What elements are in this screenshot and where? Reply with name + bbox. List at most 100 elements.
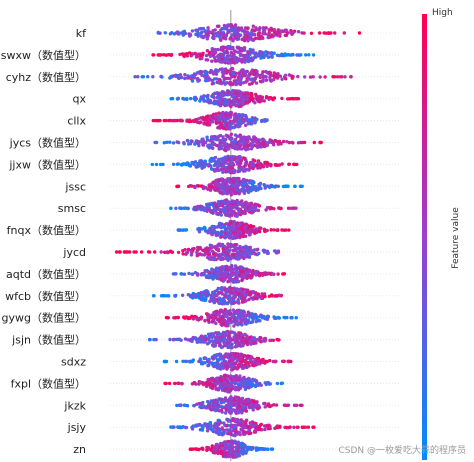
shap-point [254,426,258,431]
shap-point [224,101,228,105]
shap-point [239,27,244,31]
shap-point [254,74,259,79]
shap-point [244,123,248,128]
shap-point [231,67,235,71]
shap-point [205,274,209,279]
shap-point [193,160,198,164]
shap-point [218,225,222,229]
shap-point [239,143,243,147]
shap-point [177,31,182,35]
shap-point [204,337,208,341]
shap-point [272,28,276,32]
shap-point [243,202,247,207]
shap-point [170,96,175,101]
shap-point [258,50,262,54]
shap-point [215,424,219,428]
shap-point [221,31,226,35]
shap-point [231,298,235,303]
shap-point [226,248,230,252]
shap-point [279,142,283,146]
shap-point [214,68,218,72]
shap-point [214,268,219,272]
shap-point [197,163,201,168]
shap-point [229,405,233,409]
shap-point [228,400,232,404]
shap-point [290,32,294,36]
shap-point [241,81,246,85]
shap-point [241,58,246,62]
shap-point [257,273,262,277]
shap-point [169,206,173,210]
shap-point [139,250,144,254]
shap-point [223,148,227,152]
shap-point [239,140,243,144]
shap-point [239,46,243,51]
shap-point [211,268,216,272]
shap-point [222,123,226,128]
shap-point [231,319,235,324]
shap-point [227,335,232,340]
shap-point [223,355,228,359]
shap-point [247,202,251,206]
shap-point [200,159,204,163]
shap-point [287,73,291,77]
shap-point [264,95,269,99]
shap-point [195,250,199,255]
shap-point [258,79,263,84]
shap-point [199,207,203,212]
shap-point [254,273,258,277]
shap-point [263,229,267,233]
shap-point [218,138,222,143]
shap-point [240,221,244,225]
shap-point [226,252,230,256]
shap-point [231,236,235,241]
shap-point [240,353,244,357]
shap-point [282,315,286,320]
shap-point [194,97,199,101]
shap-point [235,423,239,427]
shap-point [241,100,245,105]
shap-point [275,228,280,233]
shap-point [190,74,194,78]
shap-point [263,401,267,406]
shap-point [228,212,233,217]
shap-point [223,411,228,415]
shap-point [238,189,242,193]
shap-point [188,184,193,188]
shap-point [201,293,205,297]
shap-point [190,29,195,33]
shap-point [272,184,276,189]
shap-point [252,224,256,229]
shap-point [237,250,241,254]
shap-point [222,23,227,28]
shap-point [216,358,221,362]
shap-point [204,247,208,252]
shap-point [211,180,215,185]
shap-point [324,31,328,35]
shap-point [214,353,218,358]
shap-point [240,323,244,327]
shap-point [222,400,226,404]
shap-point [300,140,305,145]
shap-point [263,405,267,409]
shap-point [241,335,245,340]
shap-point [166,294,171,298]
shap-point [199,116,203,120]
shap-point [254,292,258,296]
shap-point [206,377,210,382]
shap-point [202,253,207,257]
shap-point [216,168,220,172]
shap-point [210,94,214,99]
shap-point [225,319,229,323]
shap-point [240,317,245,321]
shap-point [220,365,224,369]
shap-point [232,331,237,335]
shap-point [229,138,233,142]
shap-point [201,26,206,31]
shap-point [182,403,187,407]
shap-point [242,29,247,33]
shap-point [272,403,276,407]
shap-point [224,287,228,292]
shap-point [261,75,266,79]
shap-point [229,171,234,175]
